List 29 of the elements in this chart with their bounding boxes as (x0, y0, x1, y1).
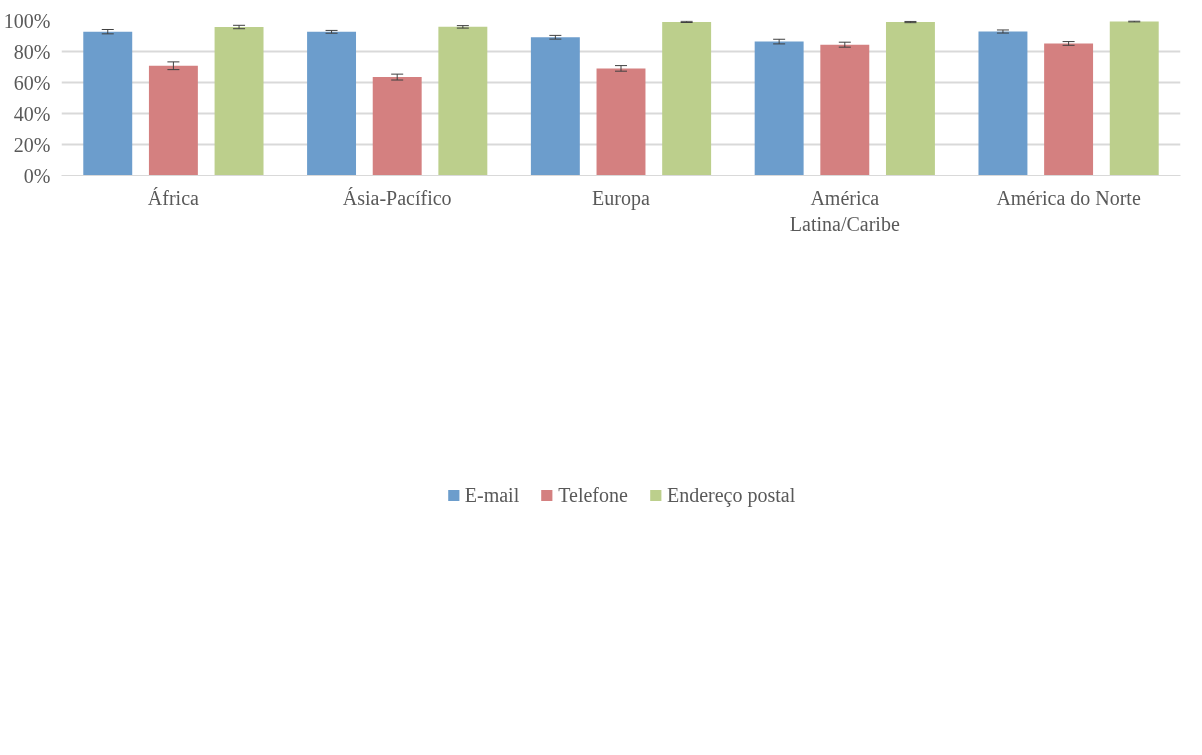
y-tick-label: 0% (23, 164, 51, 187)
bar (1109, 21, 1159, 176)
x-tick-label: América Latina/Caribe (789, 186, 900, 235)
bar (662, 21, 712, 176)
bar (148, 65, 198, 176)
bar (978, 31, 1028, 176)
x-tick-label: Europa (592, 186, 650, 210)
y-tick-label: 40% (13, 102, 51, 125)
bar (372, 77, 422, 176)
bar (1044, 43, 1094, 176)
bar (885, 22, 935, 176)
y-tick-label: 80% (13, 40, 51, 63)
x-tick-label: Ásia-Pacífico (342, 186, 452, 209)
bar (307, 31, 357, 176)
y-tick-label: 100% (3, 9, 51, 32)
bar (754, 41, 804, 176)
legend-label: Telefone (558, 483, 628, 507)
y-tick-label: 60% (13, 71, 51, 94)
bar (214, 27, 264, 176)
x-tick-label: África (147, 186, 200, 209)
bar (83, 31, 133, 176)
bar (820, 44, 870, 176)
y-tick-label: 20% (13, 133, 51, 156)
bar (438, 26, 488, 176)
x-tick-label: América do Norte (996, 186, 1141, 209)
legend-label: Endereço postal (666, 483, 796, 507)
legend-label: E-mail (464, 483, 520, 507)
bar (596, 68, 646, 176)
bar (530, 37, 580, 176)
